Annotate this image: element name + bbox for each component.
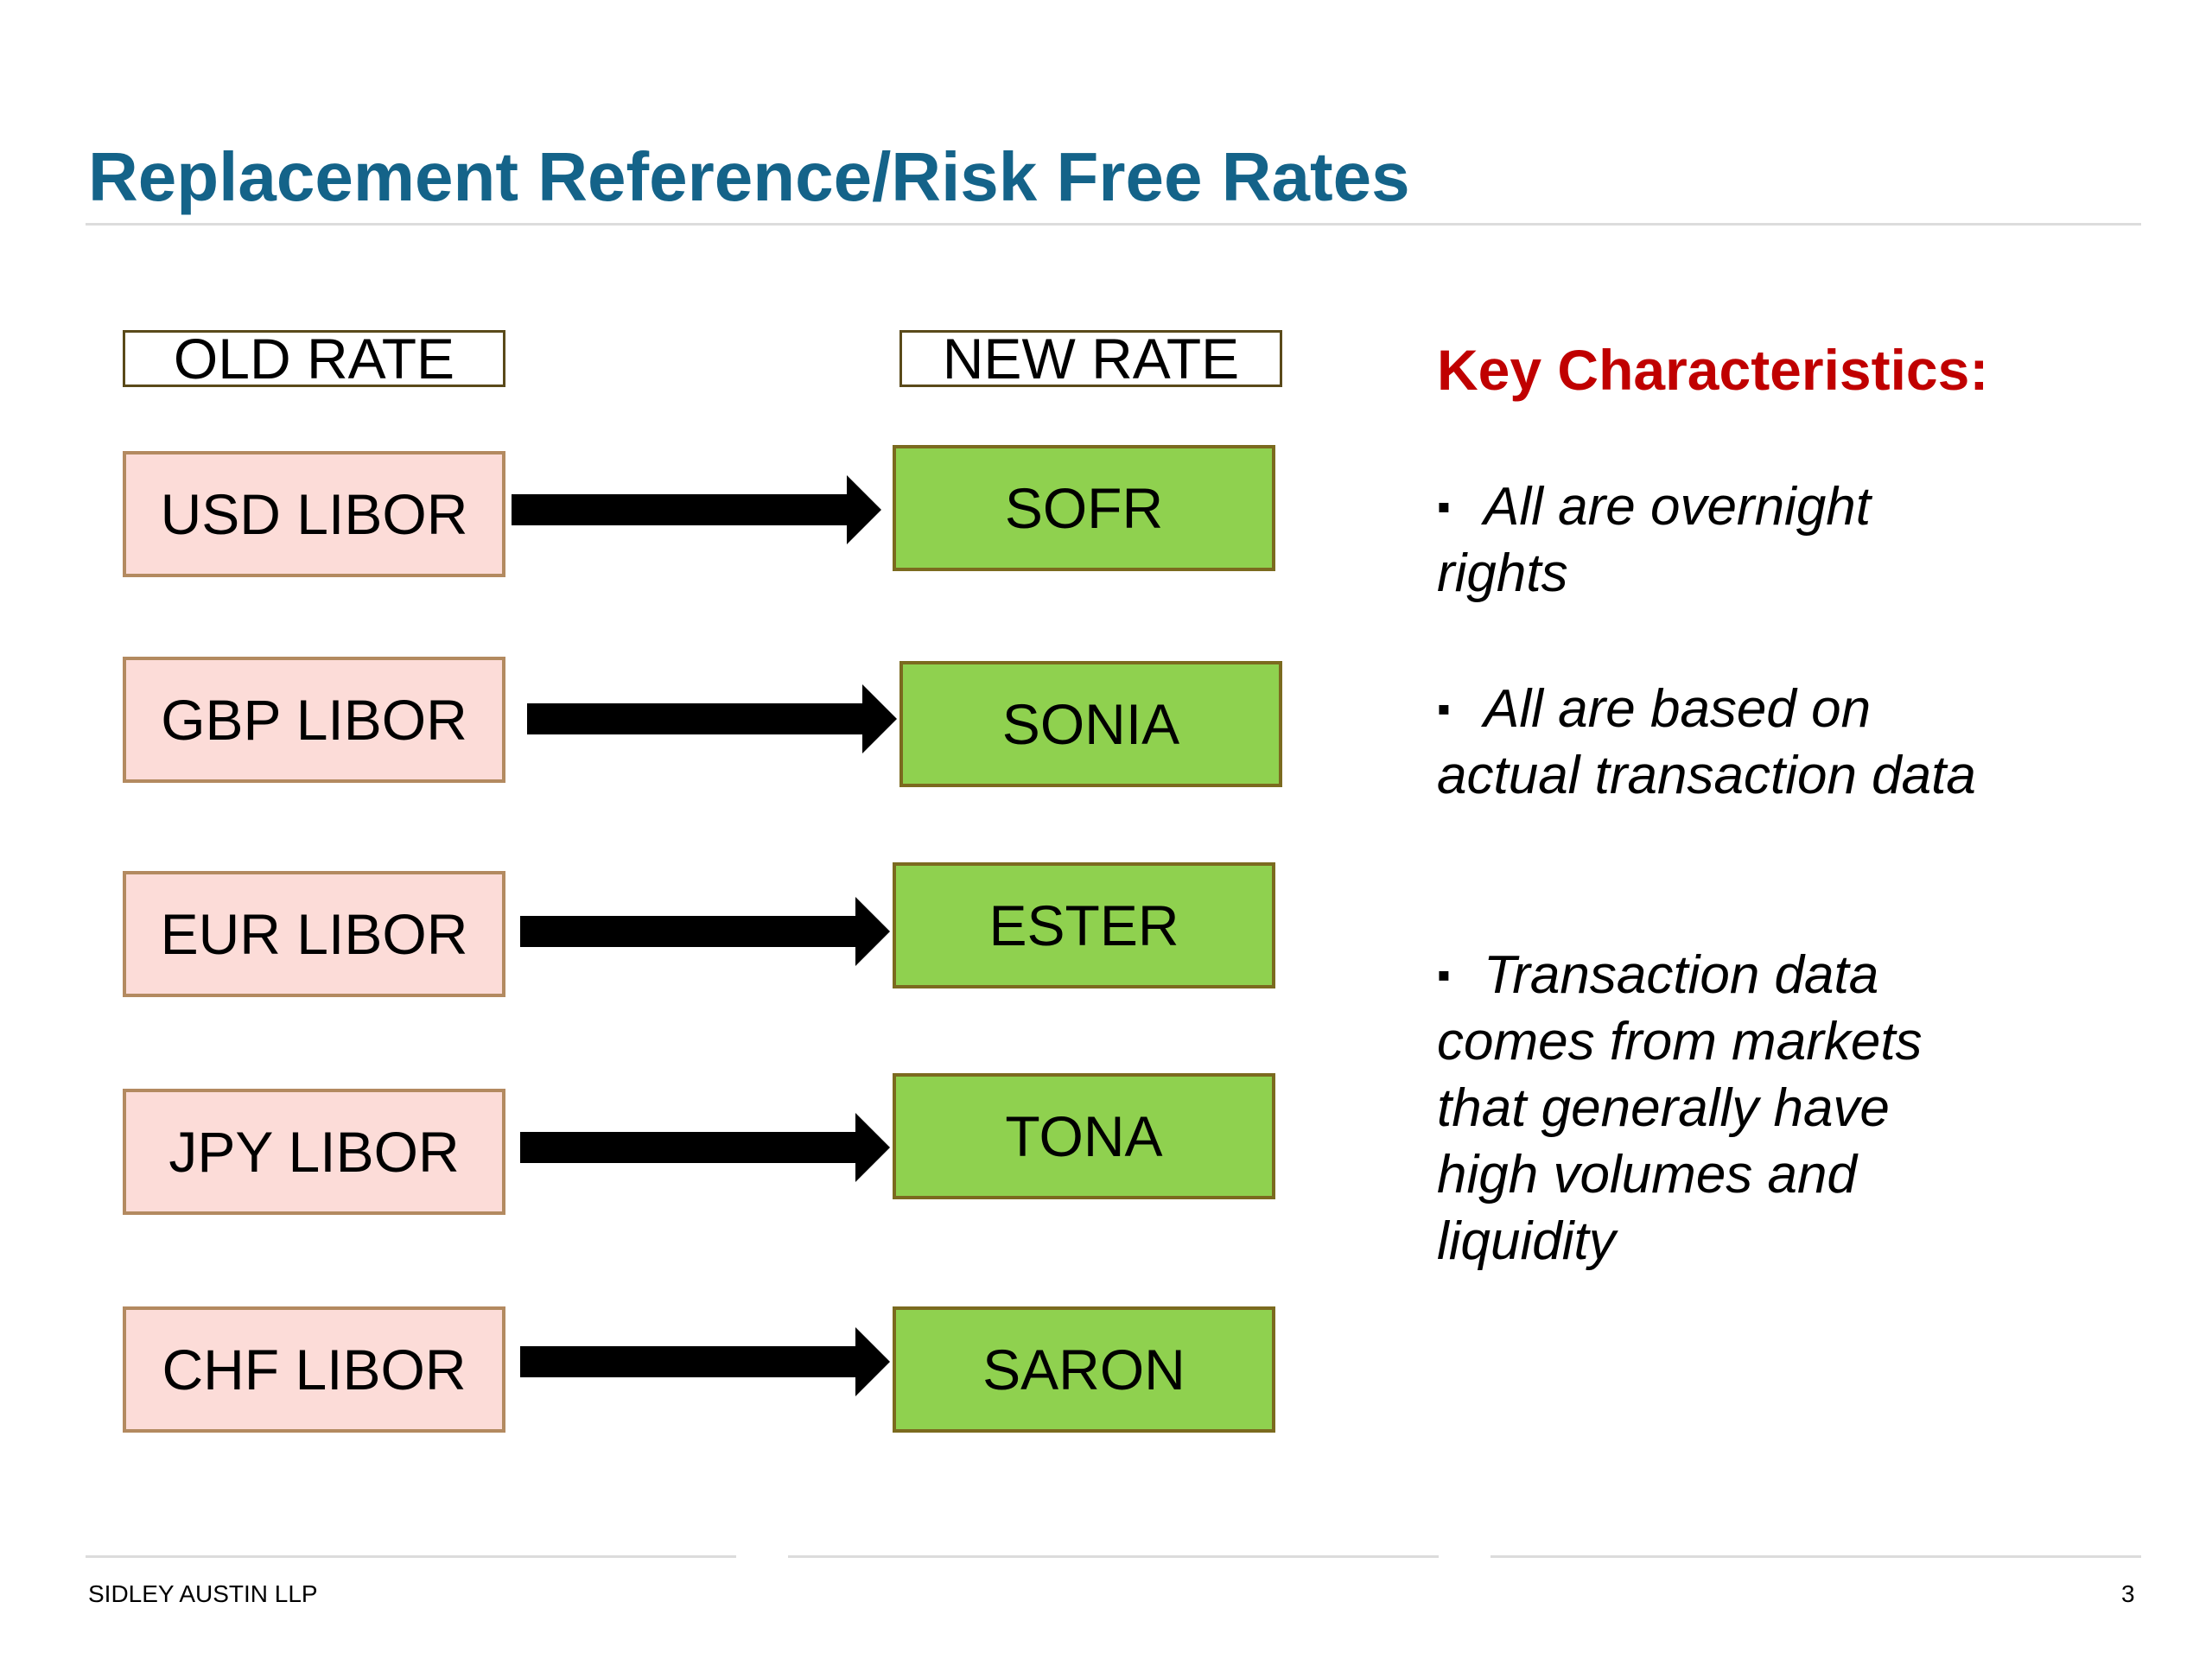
bullet-icon: ▪ [1437,486,1451,528]
bullet-text: All are overnight rights [1437,477,1872,603]
arrow-icon [520,1113,890,1182]
old-rate-jpy: JPY LIBOR [123,1089,505,1215]
firm-name: SIDLEY AUSTIN LLP [88,1580,318,1607]
bullet-item: ▪ All are overnight rights [1437,474,1990,607]
footer-divider-right [1491,1555,2141,1558]
page-number: 3 [2121,1580,2135,1607]
footer-divider-middle [788,1555,1439,1558]
old-rate-eur: EUR LIBOR [123,871,505,997]
bullet-item: ▪ Transaction data comes from markets tha… [1437,942,1973,1274]
old-rate-usd: USD LIBOR [123,451,505,577]
new-rate-header: NEW RATE [899,330,1282,387]
bullet-icon: ▪ [1437,688,1451,730]
arrow-icon [527,684,897,753]
old-rate-gbp: GBP LIBOR [123,657,505,783]
bullet-text: Transaction data comes from markets that… [1437,945,1923,1271]
new-rate-ester: ESTER [893,862,1275,988]
new-rate-tona: TONA [893,1073,1275,1199]
bullet-text: All are based on actual transaction data [1437,679,1976,805]
page-title: Replacement Reference/Risk Free Rates [88,138,1410,215]
title-divider [86,223,2141,226]
new-rate-saron: SARON [893,1306,1275,1433]
new-rate-sofr: SOFR [893,445,1275,571]
key-characteristics-title: Key Characteristics: [1437,338,1989,402]
arrow-icon [512,475,881,544]
footer-divider-left [86,1555,736,1558]
new-rate-sonia: SONIA [899,661,1282,787]
bullet-item: ▪ All are based on actual transaction dat… [1437,676,1990,809]
arrow-icon [520,1327,890,1396]
old-rate-header: OLD RATE [123,330,505,387]
arrow-icon [520,897,890,966]
old-rate-chf: CHF LIBOR [123,1306,505,1433]
bullet-icon: ▪ [1437,954,1451,996]
